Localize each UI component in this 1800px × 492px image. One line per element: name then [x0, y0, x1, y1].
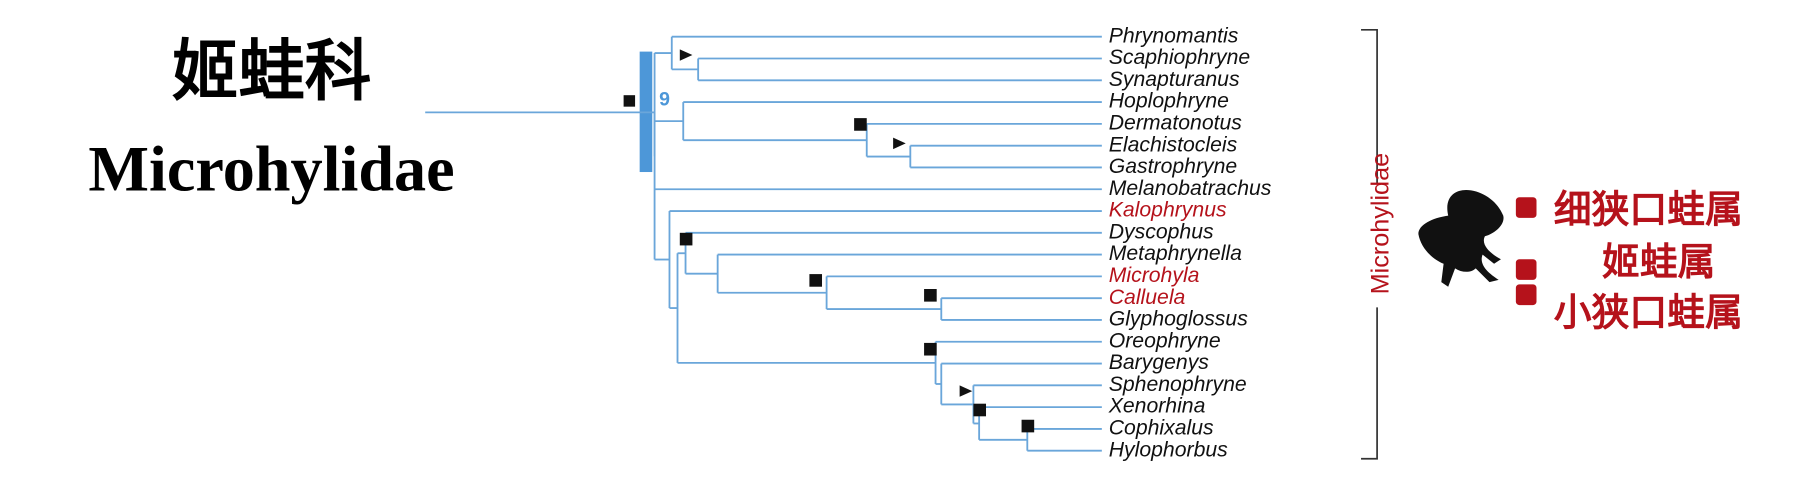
- node-triangle: [679, 49, 693, 61]
- node-label: 9: [659, 89, 670, 111]
- genus-label: 小狭口蛙属: [1554, 291, 1743, 335]
- taxon-label: Dyscophus: [1109, 220, 1214, 243]
- taxon-label: Melanobatrachus: [1109, 177, 1272, 200]
- taxon-label: Calluela: [1109, 286, 1186, 309]
- node-triangle: [893, 137, 906, 150]
- title-en: Microhylidae: [88, 133, 454, 204]
- taxon-label: Glyphoglossus: [1109, 308, 1248, 331]
- taxon-label: Synapturanus: [1109, 68, 1240, 91]
- taxon-label: Hoplophryne: [1109, 90, 1229, 113]
- taxon-label: Xenorhina: [1108, 395, 1206, 418]
- tree: PhrynomantisScaphiophryneSynapturanusHop…: [425, 24, 1272, 461]
- taxon-label: Oreophryne: [1109, 329, 1221, 352]
- taxon-label: Metaphrynella: [1109, 242, 1242, 265]
- taxon-label: Microhyla: [1109, 264, 1200, 287]
- taxon-label: Barygenys: [1109, 351, 1210, 374]
- bracket: [1361, 28, 1378, 460]
- node-marker: [854, 118, 867, 131]
- node-triangle: [959, 385, 973, 397]
- genus-marker: [1515, 284, 1537, 306]
- genus-marker: [1515, 197, 1537, 218]
- node-marker: [924, 342, 937, 356]
- taxon-label: Cophixalus: [1109, 417, 1214, 440]
- taxon-label: Dermatonotus: [1109, 111, 1243, 134]
- taxon-label: Sphenophryne: [1109, 373, 1247, 396]
- node-marker: [809, 274, 823, 287]
- title-cn: 姬蛙科: [172, 32, 372, 110]
- node-markers: [679, 49, 1035, 433]
- frog-icon: [1418, 189, 1504, 287]
- taxon-label: Kalophrynus: [1109, 199, 1227, 222]
- node-marker: [1021, 419, 1035, 433]
- node-marker: [924, 289, 937, 302]
- node-marker: [623, 95, 636, 107]
- node-marker: [973, 403, 987, 417]
- taxon-label: Gastrophryne: [1109, 155, 1237, 178]
- taxon-label: Scaphiophryne: [1109, 46, 1250, 69]
- node-marker: [679, 232, 693, 246]
- taxon-label: Hylophorbus: [1109, 438, 1228, 461]
- taxon-label: Elachistocleis: [1109, 133, 1238, 156]
- bracket-label: Microhylidae: [1367, 153, 1395, 295]
- genus-label: 姬蛙属: [1602, 240, 1716, 284]
- taxon-label: Phrynomantis: [1109, 24, 1239, 47]
- genus-label: 细狭口蛙属: [1554, 187, 1743, 231]
- genus-marker: [1515, 259, 1537, 280]
